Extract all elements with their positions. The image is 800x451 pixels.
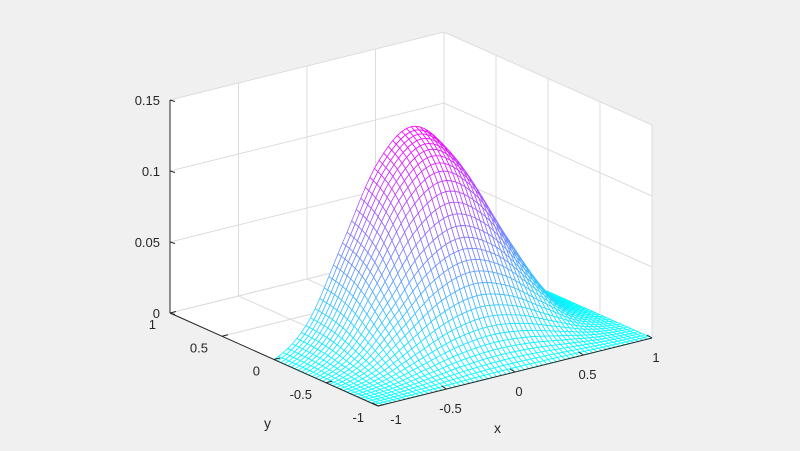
y-tick-label: -1 bbox=[352, 410, 364, 425]
y-tick-label: -0.5 bbox=[290, 387, 312, 402]
y-tick-label: 0.5 bbox=[190, 340, 208, 355]
y-tick-mark bbox=[273, 357, 281, 360]
y-tick-label: 0 bbox=[253, 364, 260, 379]
x-tick-label: -0.5 bbox=[439, 401, 461, 416]
x-tick-mark bbox=[509, 368, 516, 373]
z-tick-mark bbox=[169, 241, 176, 244]
axes-lines bbox=[169, 99, 653, 407]
z-tick-label: 0.1 bbox=[142, 164, 160, 179]
x-axis-label: x bbox=[494, 420, 501, 436]
x-tick-mark bbox=[441, 385, 447, 390]
x-tick-label: -1 bbox=[390, 412, 402, 427]
x-tick-mark bbox=[578, 351, 584, 356]
x-tick-label: 0 bbox=[515, 384, 522, 399]
z-tick-mark bbox=[169, 312, 176, 315]
x-tick-label: 0.5 bbox=[578, 367, 596, 382]
y-tick-mark bbox=[169, 311, 177, 314]
y-tick-mark bbox=[221, 334, 229, 337]
z-tick-mark bbox=[169, 99, 176, 102]
y-tick-mark bbox=[325, 380, 333, 384]
grid-line-z bbox=[169, 31, 653, 126]
mesh-surface bbox=[273, 125, 653, 407]
y-tick-mark bbox=[377, 404, 385, 407]
grid-line-z bbox=[169, 102, 653, 197]
x-tick-mark bbox=[646, 334, 653, 339]
z-tick-label: 0.05 bbox=[135, 235, 160, 250]
z-tick-label: 0 bbox=[153, 306, 160, 321]
y-tick-label: 1 bbox=[149, 317, 156, 332]
z-tick-label: 0.15 bbox=[135, 93, 160, 108]
x-tick-label: 1 bbox=[652, 350, 659, 365]
x-tick-mark bbox=[372, 402, 379, 407]
y-axis-label: y bbox=[264, 415, 271, 431]
z-tick-mark bbox=[169, 170, 176, 173]
